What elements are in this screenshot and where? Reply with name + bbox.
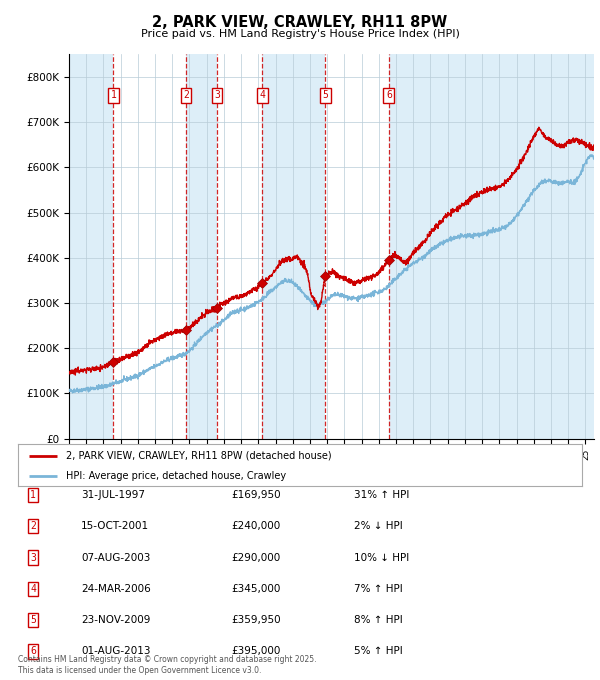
Text: £169,950: £169,950 [231, 490, 281, 500]
Text: 4: 4 [259, 90, 265, 100]
Bar [262, 54, 325, 439]
Text: 15-OCT-2001: 15-OCT-2001 [81, 522, 149, 531]
Text: 8% ↑ HPI: 8% ↑ HPI [354, 615, 403, 625]
Text: 7% ↑ HPI: 7% ↑ HPI [354, 584, 403, 594]
Text: 01-AUG-2013: 01-AUG-2013 [81, 647, 151, 656]
Text: 6: 6 [30, 647, 36, 656]
Text: HPI: Average price, detached house, Crawley: HPI: Average price, detached house, Craw… [66, 471, 286, 481]
Text: 31% ↑ HPI: 31% ↑ HPI [354, 490, 409, 500]
Text: 10% ↓ HPI: 10% ↓ HPI [354, 553, 409, 562]
Text: 4: 4 [30, 584, 36, 594]
Text: 24-MAR-2006: 24-MAR-2006 [81, 584, 151, 594]
Text: 1: 1 [30, 490, 36, 500]
Text: Contains HM Land Registry data © Crown copyright and database right 2025.
This d: Contains HM Land Registry data © Crown c… [18, 655, 317, 675]
Text: £359,950: £359,950 [231, 615, 281, 625]
Bar [69, 54, 113, 439]
Text: 5: 5 [30, 615, 36, 625]
Text: £395,000: £395,000 [231, 647, 280, 656]
Text: 3: 3 [214, 90, 220, 100]
Bar [389, 54, 594, 439]
Text: 07-AUG-2003: 07-AUG-2003 [81, 553, 151, 562]
Text: £290,000: £290,000 [231, 553, 280, 562]
Text: 5: 5 [323, 90, 328, 100]
Text: 6: 6 [386, 90, 392, 100]
Bar [186, 54, 217, 439]
Text: 5% ↑ HPI: 5% ↑ HPI [354, 647, 403, 656]
Text: £240,000: £240,000 [231, 522, 280, 531]
Text: 3: 3 [30, 553, 36, 562]
Text: 1: 1 [110, 90, 116, 100]
Text: 2, PARK VIEW, CRAWLEY, RH11 8PW: 2, PARK VIEW, CRAWLEY, RH11 8PW [152, 15, 448, 30]
Text: 2, PARK VIEW, CRAWLEY, RH11 8PW (detached house): 2, PARK VIEW, CRAWLEY, RH11 8PW (detache… [66, 451, 332, 461]
Text: 2: 2 [30, 522, 36, 531]
Text: 2% ↓ HPI: 2% ↓ HPI [354, 522, 403, 531]
Text: 31-JUL-1997: 31-JUL-1997 [81, 490, 145, 500]
Text: 23-NOV-2009: 23-NOV-2009 [81, 615, 151, 625]
Text: £345,000: £345,000 [231, 584, 280, 594]
Text: Price paid vs. HM Land Registry's House Price Index (HPI): Price paid vs. HM Land Registry's House … [140, 29, 460, 39]
Text: 2: 2 [183, 90, 189, 100]
